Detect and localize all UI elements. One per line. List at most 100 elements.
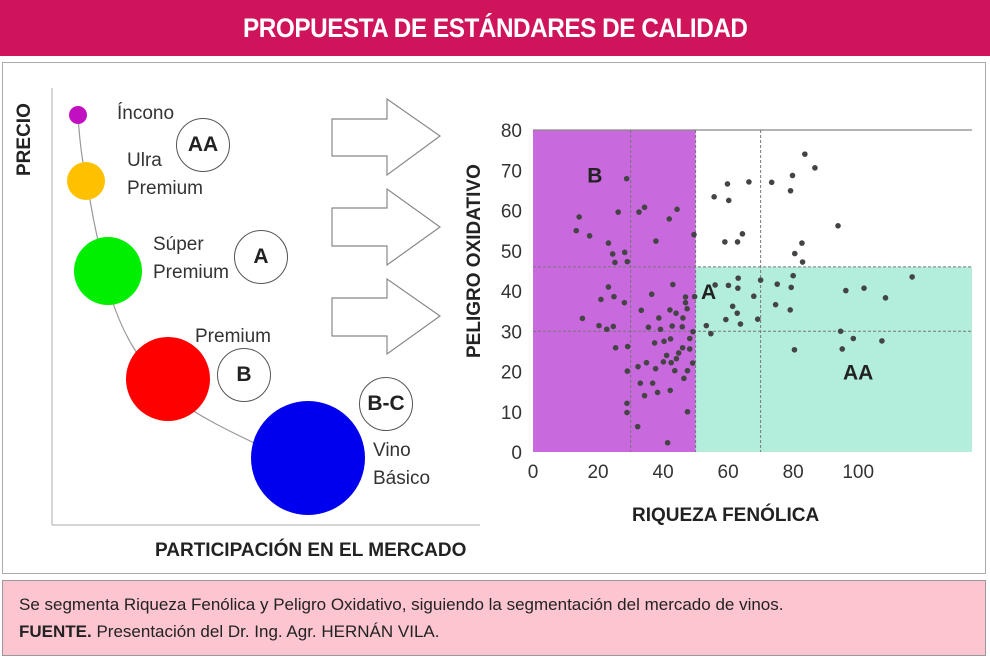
data-point xyxy=(737,321,744,327)
data-point xyxy=(596,322,602,329)
data-point xyxy=(682,294,689,300)
vino-label-line1: Vino xyxy=(373,440,411,461)
data-point xyxy=(843,287,849,294)
data-point xyxy=(653,238,659,244)
data-point xyxy=(837,328,844,335)
data-point xyxy=(611,293,617,300)
data-point xyxy=(654,389,661,396)
ultra-label-line1: Ulra xyxy=(127,150,162,171)
data-point xyxy=(774,281,781,287)
data-point xyxy=(656,315,662,321)
data-point xyxy=(573,227,580,234)
data-point xyxy=(641,392,648,399)
data-point xyxy=(605,284,612,290)
data-point xyxy=(722,239,728,245)
data-point xyxy=(757,277,764,283)
data-point xyxy=(729,303,736,310)
data-point xyxy=(703,322,710,329)
data-point xyxy=(576,214,582,220)
region-b xyxy=(533,130,696,452)
data-point xyxy=(621,299,628,306)
data-point xyxy=(787,307,794,313)
data-point xyxy=(791,346,798,353)
data-point xyxy=(624,343,631,350)
data-point xyxy=(652,365,659,372)
data-point xyxy=(686,335,693,342)
x-tick-label: 0 xyxy=(528,462,539,483)
data-point xyxy=(735,285,741,291)
grade-badge-bc: B-C xyxy=(359,377,413,431)
y-tick-label: 20 xyxy=(501,363,522,384)
data-point xyxy=(667,307,673,313)
title-bar: PROPUESTA DE ESTÁNDARES DE CALIDAD xyxy=(0,0,990,56)
data-point xyxy=(909,274,915,280)
region-label-b: B xyxy=(587,164,602,187)
y-tick-label: 70 xyxy=(501,161,522,182)
data-point xyxy=(686,346,693,352)
x-axis-title: RIQUEZA FENÓLICA xyxy=(632,505,820,526)
data-point xyxy=(612,344,619,351)
grade-badge-aa: AA xyxy=(176,118,230,172)
data-point xyxy=(643,359,650,366)
data-point xyxy=(751,293,757,300)
data-point xyxy=(734,239,741,245)
x-tick-label: 80 xyxy=(783,462,804,483)
data-point xyxy=(725,282,732,289)
data-point xyxy=(609,251,616,257)
data-point xyxy=(660,359,667,365)
data-point xyxy=(657,326,664,333)
data-point xyxy=(635,363,641,370)
vino-label-line2: Básico xyxy=(373,468,431,489)
data-point xyxy=(684,408,691,415)
data-point xyxy=(624,368,631,374)
data-point xyxy=(689,360,696,366)
data-point xyxy=(768,179,775,186)
data-point xyxy=(674,206,680,213)
data-point xyxy=(621,249,628,256)
ultra-premium-segment-dot xyxy=(67,162,105,200)
data-point xyxy=(711,194,717,200)
data-point xyxy=(679,324,686,330)
data-point xyxy=(666,216,673,222)
data-point xyxy=(661,338,667,345)
market-share-axis-label: PARTICIPACIÓN EN EL MERCADO xyxy=(155,540,467,561)
data-point xyxy=(681,375,687,382)
data-point xyxy=(850,335,857,342)
data-point xyxy=(708,330,714,337)
y-tick-label: 30 xyxy=(501,322,522,343)
data-point xyxy=(641,204,648,211)
data-point xyxy=(675,350,682,356)
data-point xyxy=(671,367,678,374)
y-tick-label: 10 xyxy=(501,403,522,424)
data-point xyxy=(579,315,586,322)
source-text: Presentación del Dr. Ing. Agr. HERNÁN VI… xyxy=(91,622,440,641)
main-panel xyxy=(2,62,986,574)
super-label-line1: Súper xyxy=(153,234,204,255)
x-tick-label: 20 xyxy=(587,462,608,483)
arrow-icon xyxy=(331,97,442,177)
data-point xyxy=(645,324,652,331)
region-aa xyxy=(695,266,972,452)
data-point xyxy=(667,336,674,342)
data-point xyxy=(690,328,696,335)
data-point xyxy=(772,301,779,308)
data-point xyxy=(634,423,641,430)
data-point xyxy=(673,355,680,362)
data-point xyxy=(754,316,761,322)
data-point xyxy=(680,315,686,321)
data-point xyxy=(712,282,718,288)
data-point xyxy=(667,387,674,394)
data-point xyxy=(725,197,732,204)
data-point xyxy=(668,359,675,366)
x-tick-label: 40 xyxy=(653,462,674,483)
super-label-line2: Premium xyxy=(153,262,230,283)
page-title: PROPUESTA DE ESTÁNDARES DE CALIDAD xyxy=(242,12,748,43)
data-point xyxy=(735,275,741,281)
data-point xyxy=(799,259,806,265)
grade-badge-a: A xyxy=(234,230,288,284)
x-tick-label: 100 xyxy=(842,462,874,483)
premium-segment-dot xyxy=(126,337,210,421)
data-point xyxy=(679,344,686,351)
icono-segment-dot xyxy=(69,106,87,124)
data-point xyxy=(624,400,630,407)
